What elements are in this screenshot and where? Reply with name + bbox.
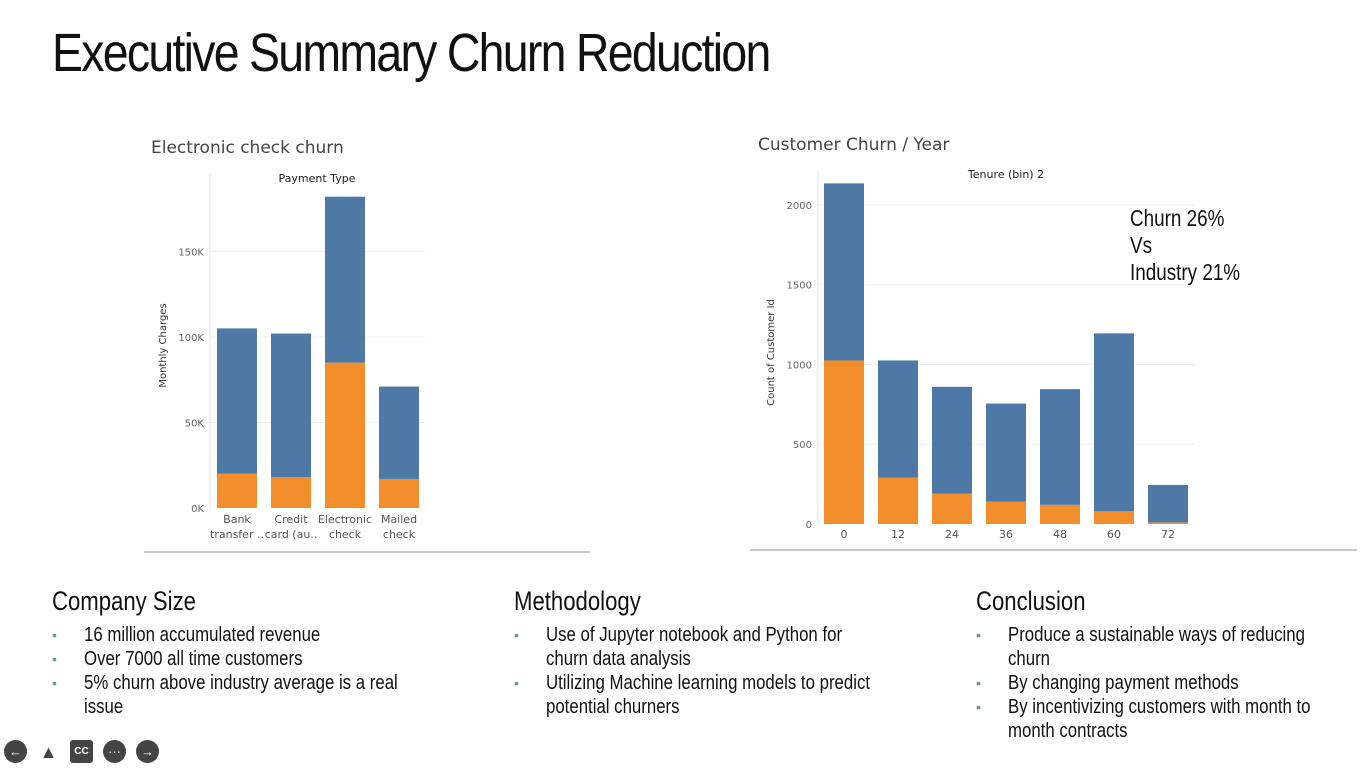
annotation-line: Industry 21% (1130, 259, 1241, 285)
chart-caption-tenure: Customer Churn / Year (758, 135, 950, 155)
x-tick-label: Mailed (381, 513, 417, 526)
bar-churned (1094, 511, 1134, 524)
x-tick-label: 0 (841, 528, 848, 541)
bullet-item: Use of Jupyter notebook and Python for c… (514, 623, 874, 671)
captions-icon[interactable]: CC (70, 740, 93, 763)
bar-retained (1040, 389, 1080, 505)
tenure-chart: Tenure (bin) 2 Count of Customer Id 0 500 10… (766, 168, 1195, 541)
chart-title: Payment Type (279, 172, 356, 185)
x-tick-label: 12 (891, 528, 905, 541)
bar-retained (217, 328, 257, 474)
y-tick-label: 1000 (787, 360, 812, 371)
x-tick-label: check (329, 528, 362, 541)
y-axis-label: Count of Customer Id (766, 299, 777, 406)
bar-churned (1040, 504, 1080, 524)
bar-churned (325, 362, 365, 508)
bar-churned (379, 478, 419, 508)
back-arrow-icon[interactable]: ← (4, 740, 27, 763)
bullet-item: By changing payment methods (976, 671, 1336, 695)
x-tick-label: Bank (223, 513, 251, 526)
payment-type-chart: Payment Type Monthly Charges 0K 50K 100K 150K… (158, 172, 425, 541)
bullet-item: Utilizing Machine learning models to pre… (514, 671, 874, 719)
forward-arrow-icon[interactable]: → (136, 740, 159, 763)
annotation-line: Churn 26% (1130, 205, 1225, 231)
x-tick-label: card (au.. (265, 528, 318, 541)
bar-retained (932, 386, 972, 494)
annotation-line: Vs (1130, 232, 1153, 258)
bar-churned (217, 473, 257, 508)
bar-churned (986, 501, 1026, 524)
y-tick-label: 0 (806, 520, 812, 531)
chart-title: Tenure (bin) 2 (967, 168, 1044, 181)
bullet-item: 5% churn above industry average is a rea… (52, 671, 412, 719)
x-tick-label: Credit (274, 513, 308, 526)
slide-title: Executive Summary Churn Reduction (52, 23, 771, 83)
section-heading: Conclusion (976, 586, 1086, 616)
section-heading: Methodology (514, 586, 641, 616)
bar-retained (379, 386, 419, 479)
x-tick-label: check (383, 528, 416, 541)
y-tick-label: 500 (793, 440, 812, 451)
bar-churned (824, 360, 864, 524)
pointer-icon[interactable]: ▲ (39, 741, 58, 762)
section-heading: Company Size (52, 586, 196, 616)
x-tick-label: 24 (945, 528, 959, 541)
x-tick-label: Electronic (318, 513, 372, 526)
x-tick-label: 60 (1107, 528, 1121, 541)
chart-caption-payment: Electronic check churn (151, 138, 344, 158)
churn-vs-industry-annotation: Churn 26% Vs Industry 21% (1130, 205, 1240, 286)
bar-retained (1148, 484, 1188, 523)
bar-retained (1094, 333, 1134, 512)
y-tick-label: 1500 (787, 281, 812, 292)
x-tick-label: 36 (999, 528, 1013, 541)
y-tick-label: 2000 (787, 201, 812, 212)
bar-churned (932, 493, 972, 524)
bar-retained (878, 360, 918, 478)
bar-retained (325, 196, 365, 363)
y-tick-label: 100K (178, 333, 204, 344)
presentation-controls: ← ▲ CC ··· → (4, 740, 159, 763)
more-options-icon[interactable]: ··· (103, 740, 126, 763)
bullet-item: Over 7000 all time customers (52, 647, 412, 671)
x-tick-label: transfer .. (210, 528, 264, 541)
bar-retained (824, 183, 864, 361)
section-company-size: Company Size 16 million accumulated reve… (52, 586, 412, 719)
section-conclusion: Conclusion Produce a sustainable ways of… (976, 586, 1336, 743)
y-tick-label: 0K (191, 504, 204, 515)
y-tick-label: 150K (178, 247, 204, 258)
bullet-item: 16 million accumulated revenue (52, 623, 412, 647)
chart-divider-right (750, 549, 1357, 551)
bar-churned (1148, 522, 1188, 524)
y-axis-label: Monthly Charges (158, 303, 169, 387)
bar-retained (986, 403, 1026, 502)
bullet-item: Produce a sustainable ways of reducing c… (976, 623, 1336, 671)
bar-churned (878, 477, 918, 524)
section-methodology: Methodology Use of Jupyter notebook and … (514, 586, 874, 719)
bar-churned (271, 477, 311, 508)
bar-retained (271, 333, 311, 478)
x-tick-label: 72 (1161, 528, 1175, 541)
bullet-item: By incentivizing customers with month to… (976, 695, 1336, 743)
chart-divider-left (144, 551, 590, 553)
y-tick-label: 50K (185, 418, 205, 429)
x-tick-label: 48 (1053, 528, 1067, 541)
